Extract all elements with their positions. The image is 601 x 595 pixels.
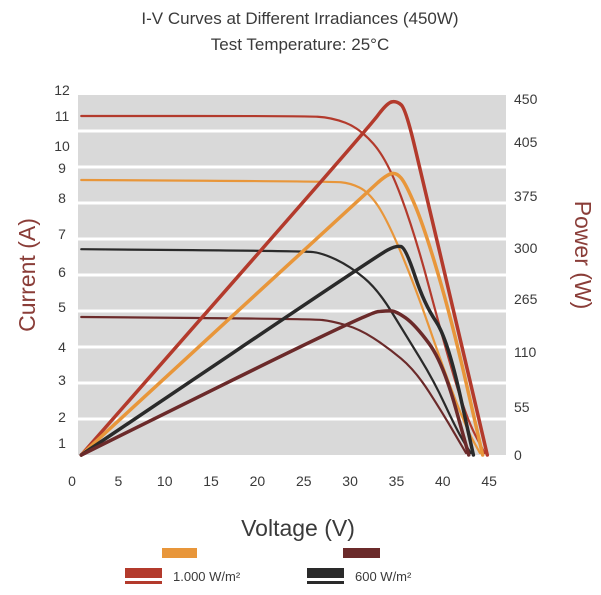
- y2-tick-label: 300: [514, 240, 538, 256]
- y2-tick-label: 405: [514, 134, 538, 150]
- y2-tick-label: 375: [514, 188, 538, 204]
- power-curve-4: [79, 99, 490, 457]
- x-tick-label: 10: [157, 473, 173, 489]
- y-tick-label: 8: [58, 190, 66, 206]
- x-tick-label: 35: [389, 473, 405, 489]
- iv-curve-0: [80, 114, 486, 455]
- legend: 1.000 W/m² 600 W/m²: [125, 548, 412, 584]
- legend-swatch-line: [307, 581, 344, 584]
- y-tick-label: 5: [58, 299, 66, 315]
- y-tick-label: 3: [58, 372, 66, 388]
- y-tick-label: 4: [58, 339, 66, 355]
- y-tick-label: 10: [54, 138, 70, 154]
- y2-tick-label: 450: [514, 91, 538, 107]
- x-tick-label: 30: [342, 473, 358, 489]
- x-tick-label: 25: [296, 473, 312, 489]
- y-tick-label: 7: [58, 226, 66, 242]
- y2-tick-label: 110: [514, 344, 537, 360]
- chart-title: I-V Curves at Different Irradiances (450…: [141, 9, 458, 28]
- y2-tick-label: 55: [514, 399, 530, 415]
- y2-axis-label: Power (W): [570, 201, 596, 310]
- x-tick-label: 5: [114, 473, 122, 489]
- y2-tick-label: 0: [514, 447, 522, 463]
- power-curve-7: [79, 309, 471, 457]
- iv-curve-3: [80, 315, 468, 455]
- legend-label: 600 W/m²: [355, 569, 412, 584]
- legend-swatch-line: [125, 581, 162, 584]
- legend-swatch: [307, 568, 344, 578]
- y-tick-label: 11: [55, 108, 70, 124]
- x-tick-label: 15: [203, 473, 219, 489]
- legend-label: 1.000 W/m²: [173, 569, 241, 584]
- y2-tick-label: 265: [514, 291, 538, 307]
- iv-curve-2: [80, 248, 472, 455]
- y-tick-label: 2: [58, 409, 66, 425]
- x-tick-label: 40: [435, 473, 451, 489]
- y-tick-label: 6: [58, 264, 66, 280]
- y-tick-label: 9: [58, 160, 66, 176]
- chart-subtitle: Test Temperature: 25°C: [211, 35, 389, 54]
- x-tick-label: 0: [68, 473, 76, 489]
- x-tick-label: 45: [481, 473, 497, 489]
- power-curve-6: [79, 244, 476, 457]
- legend-swatch: [125, 568, 162, 578]
- power-curve-5: [79, 171, 485, 457]
- y-tick-label: 12: [54, 82, 70, 98]
- legend-swatch: [162, 548, 197, 558]
- legend-swatch: [343, 548, 380, 558]
- x-axis-label: Voltage (V): [241, 515, 355, 541]
- y-tick-label: 1: [58, 435, 66, 451]
- y-axis-label: Current (A): [14, 218, 40, 332]
- x-tick-label: 20: [250, 473, 266, 489]
